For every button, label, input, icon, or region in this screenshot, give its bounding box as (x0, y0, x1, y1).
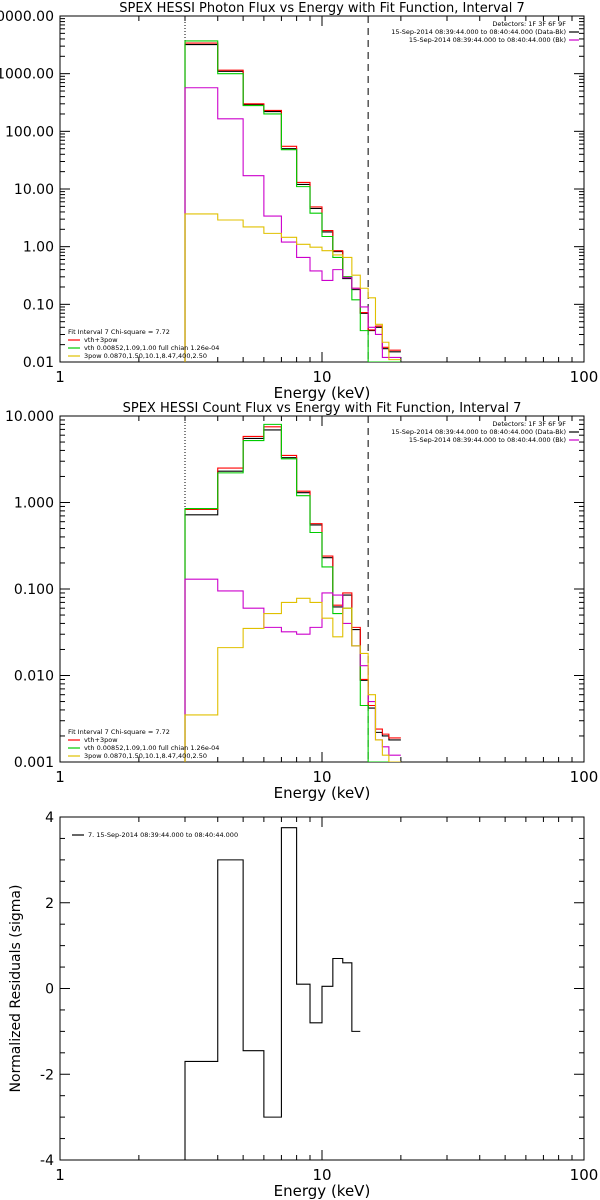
x-tick-label: 100 (570, 1166, 599, 1184)
y-tick-label: 4 (45, 810, 54, 826)
y-tick-label: -4 (40, 1153, 54, 1169)
legend-tr-entry: 15-Sep-2014 08:39:44.000 to 08:40:44.000… (391, 28, 566, 36)
chart-title: SPEX HESSI Photon Flux vs Energy with Fi… (119, 1, 525, 16)
y-tick-label: 2 (45, 896, 54, 912)
legend-tr-entry: 15-Sep-2014 08:39:44.000 to 08:40:44.000… (409, 436, 566, 444)
chart-title: SPEX HESSI Count Flux vs Energy with Fit… (123, 401, 522, 416)
x-tick-label: 1 (55, 1166, 65, 1184)
legend-tr-entry: 15-Sep-2014 08:39:44.000 to 08:40:44.000… (409, 36, 566, 44)
data-series-group (184, 423, 401, 762)
series-5-line (184, 213, 401, 362)
data-series-group (184, 40, 401, 362)
y-tick-label: 1.000 (14, 496, 54, 512)
y-tick-label: 0.100 (14, 582, 54, 598)
y-tick-label: 1.00 (23, 240, 54, 256)
y-tick-label: 100.00 (5, 124, 54, 140)
y-tick-label: 10.000 (5, 409, 54, 425)
y-tick-label: 0.01 (23, 355, 54, 371)
y-axis-label: Normalized Residuals (sigma) (8, 885, 24, 1093)
x-axis-label: Energy (keV) (274, 1182, 371, 1200)
y-tick-label: 1000.00 (0, 67, 54, 83)
x-tick-label: 1 (55, 368, 65, 386)
chart-panel-3: 1 10 100 4 2 0 -2 -4 Energy (keV) Normalized Resi… (8, 810, 598, 1200)
y-tick-label: 0.010 (14, 669, 54, 685)
data-series-group (184, 827, 361, 1160)
series-4-line (184, 87, 401, 362)
x-tick-label: 10 (312, 1166, 331, 1184)
y-tick-label: 0.001 (14, 755, 54, 771)
y-tick-label: 10.00 (14, 182, 54, 198)
legend-tl-entry: 7. 15-Sep-2014 08:39:44.000 to 08:40:44.… (88, 831, 238, 839)
series-5-line (184, 597, 401, 762)
legend-bl-entry: vth+3pow (84, 336, 118, 344)
x-tick-label: 100 (570, 768, 599, 786)
legend-tr-entry: Detectors: 1F 3F 6F 9F (492, 20, 566, 28)
legend-bl-entry: 3pow 0.0870,1.50,10.1,8.47,400,2.50 (84, 352, 207, 360)
y-tick-label: 0 (45, 982, 54, 998)
y-tick-label: 0.10 (23, 297, 54, 313)
series-1-line (184, 827, 361, 1160)
x-tick-label: 10 (312, 368, 331, 386)
y-tick-label: -2 (40, 1067, 54, 1083)
legend-bl-entry: Fit Interval 7 Chi-square = 7.72 (68, 728, 170, 736)
x-tick-label: 10 (312, 768, 331, 786)
legend-bl-entry: vth 0.00852,1.09,1.00 full chian 1.26e-0… (84, 744, 219, 752)
x-axis-label: Energy (keV) (274, 784, 371, 802)
chart-panel-2: 1 10 100 10.000 1.000 0.100 0.010 0.001 SPEX HES… (5, 401, 598, 802)
legend-bl-entry: Fit Interval 7 Chi-square = 7.72 (68, 328, 170, 336)
series-3-line (184, 40, 401, 362)
legend-bl-entry: vth+3pow (84, 736, 118, 744)
legend-bl-entry: vth 0.00852,1.09,1.00 full chian 1.26e-0… (84, 344, 219, 352)
x-tick-label: 100 (570, 368, 599, 386)
legend-bl-entry: 3pow 0.0870,1.50,10.1,8.47,400,2.50 (84, 752, 207, 760)
legend-tr-entry: Detectors: 1F 3F 6F 9F (492, 420, 566, 428)
x-axis-label: Energy (keV) (274, 384, 371, 402)
series-3-line (184, 423, 401, 762)
legend-tr-entry: 15-Sep-2014 08:39:44.000 to 08:40:44.000… (391, 428, 566, 436)
x-tick-label: 1 (55, 768, 65, 786)
